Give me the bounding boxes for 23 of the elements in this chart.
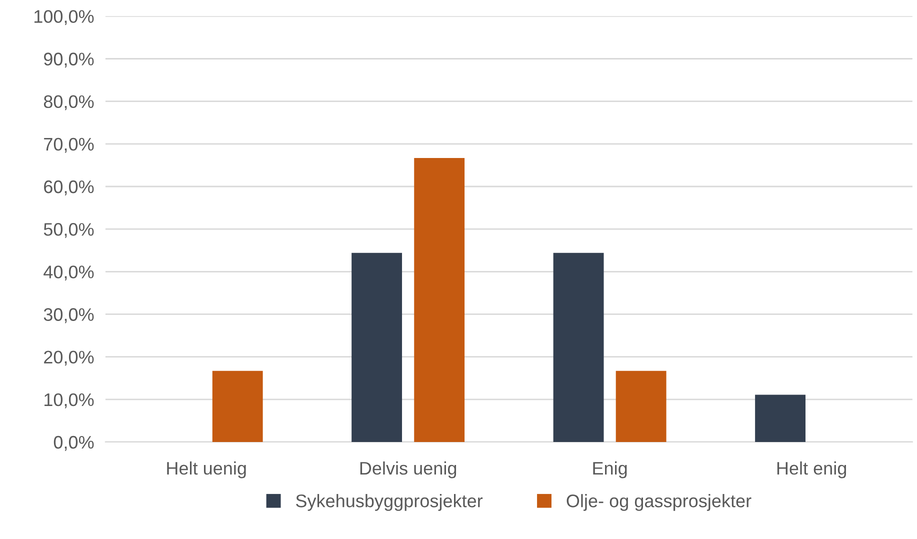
x-tick-label: Enig: [593, 461, 627, 478]
bar: [755, 394, 806, 442]
y-tick-label: 70,0%: [44, 138, 94, 153]
bar: [414, 158, 465, 442]
x-tick-label: Helt enig: [777, 461, 846, 478]
legend-label: Olje- og gassprosjekter: [566, 494, 752, 511]
y-tick-label: 10,0%: [44, 393, 94, 408]
legend-label: Sykehusbyggprosjekter: [296, 494, 483, 511]
bar: [352, 252, 402, 442]
y-tick-label: 40,0%: [44, 266, 94, 281]
x-tick-label: Delvis uenig: [360, 461, 456, 478]
y-tick-label: 60,0%: [44, 180, 94, 196]
y-tick-label: 0,0%: [54, 436, 94, 451]
y-tick-label: 30,0%: [44, 308, 94, 324]
bar: [616, 370, 666, 442]
y-tick-label: 50,0%: [44, 223, 94, 238]
bar: [553, 252, 604, 442]
y-tick-label: 90,0%: [44, 52, 94, 68]
y-tick-label: 80,0%: [44, 95, 94, 110]
y-tick-label: 100,0%: [34, 10, 94, 26]
y-tick-label: 20,0%: [44, 350, 94, 366]
x-tick-label: Helt uenig: [167, 461, 246, 478]
bar: [212, 370, 263, 442]
